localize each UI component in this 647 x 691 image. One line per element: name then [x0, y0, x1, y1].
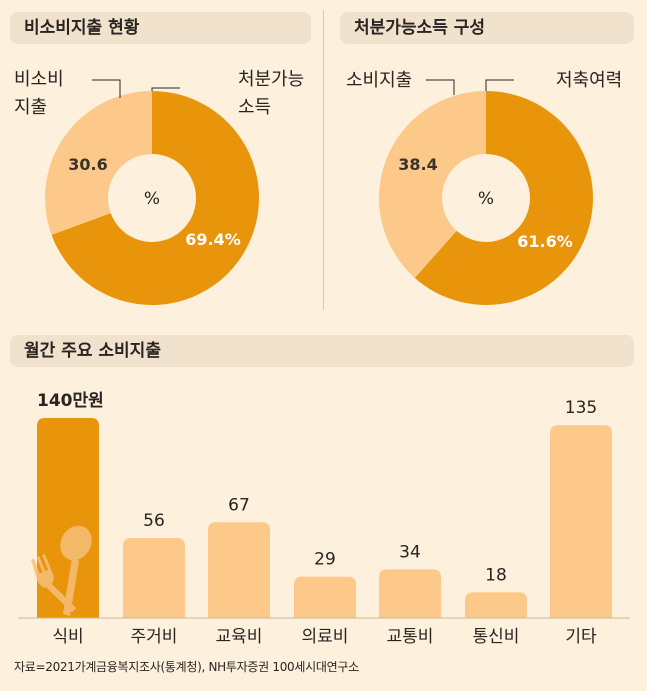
bar-1: [123, 538, 185, 618]
bar-category-label-6: 기타: [565, 627, 597, 647]
bar-value-label-0: 140만원: [37, 391, 104, 411]
donut-value-label-minor: 38.4: [398, 155, 437, 174]
fork-spoon-icon: [30, 525, 92, 616]
bar-category-label-3: 의료비: [302, 627, 349, 647]
bar-value-label-3: 29: [314, 550, 336, 570]
bar-value-label-4: 34: [399, 542, 421, 562]
bar-3: [294, 576, 356, 618]
donut-slice-major: [414, 91, 593, 305]
leader-line-major: [151, 87, 180, 91]
bar-2: [208, 522, 270, 618]
donut-category-label-minor: 소비지출: [346, 70, 412, 91]
donut-slice-minor: [45, 91, 152, 235]
bar-category-label-0: 식비: [52, 627, 83, 647]
bar-4: [379, 569, 441, 618]
bar-6: [550, 425, 612, 618]
leader-line-minor: [92, 79, 121, 98]
consumption-status-title: 비소비지출 현황: [10, 12, 311, 44]
bar-5: [465, 592, 527, 618]
bar-category-label-4: 교통비: [387, 627, 434, 647]
donut-center-unit: %: [144, 189, 160, 209]
disposable-income-donut-chart: % 61.6% 38.4 저축여력 소비지출: [346, 70, 622, 305]
bar-value-label-5: 18: [485, 565, 507, 585]
donut-value-label-major: 61.6%: [517, 232, 573, 251]
leader-line-major: [485, 79, 514, 91]
source-note: 자료=2021가계금융복지조사(통계청), NH투자증권 100세시대연구소: [14, 660, 359, 674]
leader-line-minor: [426, 79, 455, 95]
donut-slice-minor: [379, 91, 486, 278]
bar-category-label-1: 주거비: [131, 627, 178, 647]
donut-category-label-major: 저축여력: [556, 70, 622, 91]
bar-category-label-5: 통신비: [473, 627, 520, 647]
bar-value-label-2: 67: [228, 495, 250, 515]
monthly-spending-title: 월간 주요 소비지출: [10, 335, 634, 367]
disposable-income-title: 처분가능소득 구성: [340, 12, 634, 44]
donut-slice-major: [51, 91, 259, 305]
donut-category-label-minor: 비소비 지출: [14, 69, 64, 118]
donut-value-label-minor: 30.6: [68, 155, 107, 174]
bar-value-label-6: 135: [565, 398, 597, 418]
donut-value-label-major: 69.4%: [185, 230, 241, 249]
bar-category-label-2: 교육비: [216, 627, 263, 647]
donut-center-unit: %: [478, 189, 494, 209]
bar-value-label-1: 56: [143, 511, 165, 531]
donut-category-label-major: 처분가능 소득: [238, 69, 304, 118]
consumption-status-donut-chart: % 69.4% 30.6 처분가능 소득 비소비 지출: [14, 69, 304, 305]
section-divider: [323, 10, 324, 310]
bar-0: [37, 418, 99, 618]
